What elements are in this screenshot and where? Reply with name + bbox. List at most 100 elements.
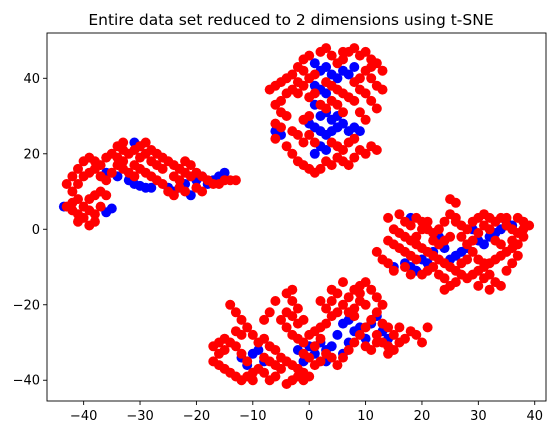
data-point <box>270 99 281 110</box>
data-point <box>287 148 298 159</box>
x-tick-label: 30 <box>470 409 487 424</box>
data-point <box>366 73 377 84</box>
data-point <box>89 209 100 220</box>
data-point <box>338 352 348 363</box>
data-point <box>84 220 95 231</box>
data-point <box>473 228 484 238</box>
data-point <box>253 345 264 355</box>
data-point <box>445 231 456 242</box>
data-point <box>354 73 365 84</box>
data-point <box>106 203 117 214</box>
data-point <box>394 322 405 333</box>
data-point <box>321 62 332 72</box>
data-point <box>129 171 140 182</box>
data-point <box>298 337 309 348</box>
data-point <box>377 299 388 310</box>
data-point <box>450 197 461 208</box>
data-point <box>73 163 83 174</box>
data-point <box>400 333 410 344</box>
data-point <box>495 239 506 250</box>
data-point <box>118 137 129 148</box>
data-point <box>332 329 343 340</box>
data-point <box>473 280 484 291</box>
data-point <box>377 84 388 95</box>
data-point <box>354 329 365 340</box>
data-point <box>371 307 382 318</box>
data-point <box>360 46 371 57</box>
x-tick-label: 0 <box>305 409 313 424</box>
data-point <box>185 160 196 171</box>
data-point <box>501 265 512 276</box>
data-point <box>439 216 450 227</box>
data-point <box>298 314 309 325</box>
data-point <box>349 133 360 144</box>
data-point <box>388 224 399 235</box>
data-point <box>366 345 377 355</box>
data-point <box>377 65 388 76</box>
data-point <box>456 258 467 269</box>
data-point <box>242 356 253 367</box>
data-point <box>309 88 320 99</box>
data-point <box>349 95 360 106</box>
data-point <box>383 235 394 246</box>
data-point <box>236 348 247 359</box>
data-point <box>371 329 382 340</box>
data-point <box>383 348 394 359</box>
data-point <box>467 235 478 246</box>
data-point <box>146 182 157 193</box>
data-point <box>247 329 258 340</box>
data-point <box>354 126 365 137</box>
data-point <box>422 322 433 333</box>
data-point <box>298 137 309 148</box>
data-point <box>338 299 348 310</box>
x-tick-label: −10 <box>239 409 266 424</box>
y-tick-label: 40 <box>23 72 40 87</box>
data-point <box>484 284 495 295</box>
data-point <box>157 179 168 189</box>
data-point <box>230 307 241 318</box>
data-point <box>354 107 365 118</box>
data-point <box>281 288 292 299</box>
data-point <box>371 292 382 303</box>
data-point <box>349 337 360 348</box>
data-point <box>405 269 416 280</box>
data-point <box>197 186 208 197</box>
data-point <box>462 224 473 235</box>
data-point <box>292 129 303 140</box>
data-point <box>366 62 377 72</box>
data-point <box>168 190 179 201</box>
data-point <box>343 292 354 303</box>
data-point <box>270 133 281 144</box>
data-point <box>360 277 371 288</box>
data-point <box>343 345 354 355</box>
data-point <box>292 77 303 88</box>
data-point <box>411 329 422 340</box>
data-point <box>360 114 371 125</box>
plot-frame <box>46 32 547 402</box>
data-point <box>383 212 394 223</box>
chart-title: Entire data set reduced to 2 dimensions … <box>88 11 493 29</box>
data-point <box>67 205 78 216</box>
data-point <box>287 296 298 306</box>
data-point <box>411 231 422 242</box>
x-tick-label: −30 <box>126 409 153 424</box>
data-point <box>321 43 332 54</box>
data-point <box>507 258 518 269</box>
data-point <box>67 171 78 182</box>
data-point <box>338 118 348 129</box>
data-point <box>338 107 348 118</box>
data-point <box>95 171 106 182</box>
data-point <box>281 307 292 318</box>
data-point <box>270 371 281 382</box>
data-point <box>371 246 382 257</box>
data-point <box>276 122 286 133</box>
data-point <box>259 314 270 325</box>
data-point <box>73 194 83 205</box>
data-point <box>242 322 253 333</box>
data-point <box>259 333 270 344</box>
data-point <box>287 69 298 80</box>
data-point <box>349 62 360 72</box>
data-point <box>433 224 444 235</box>
data-point <box>479 273 489 284</box>
